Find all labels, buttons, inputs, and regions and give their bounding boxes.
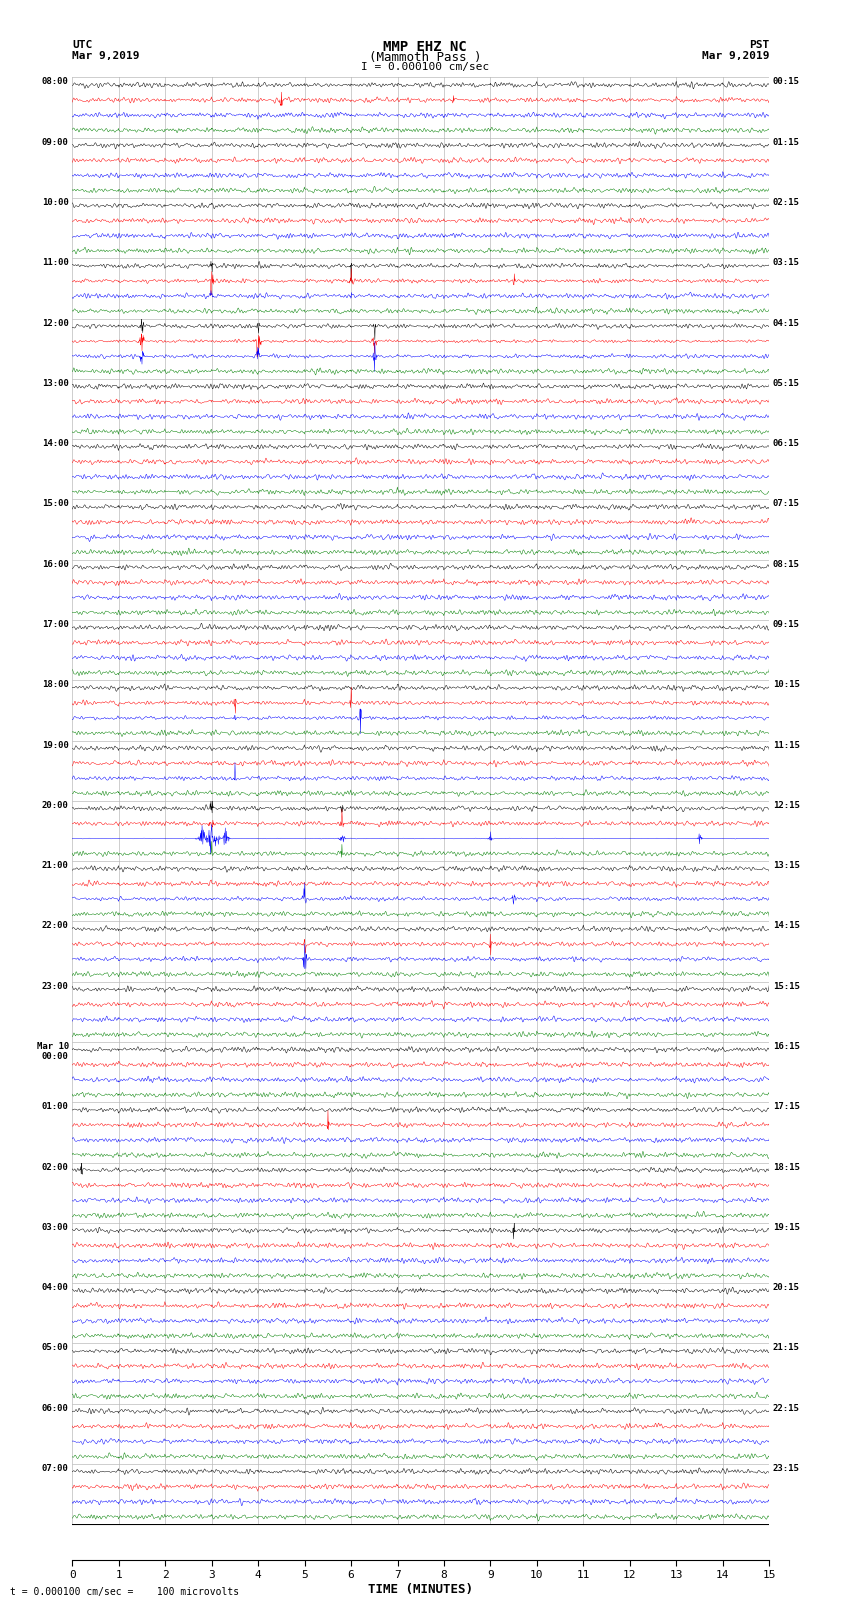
Text: 01:15: 01:15 [773,137,800,147]
Text: 14:00: 14:00 [42,439,69,448]
Text: 01:00: 01:00 [42,1102,69,1111]
Text: 15:00: 15:00 [42,500,69,508]
Text: 09:15: 09:15 [773,619,800,629]
Text: (Mammoth Pass ): (Mammoth Pass ) [369,50,481,65]
Text: 18:15: 18:15 [773,1163,800,1171]
Text: 16:00: 16:00 [42,560,69,569]
Text: 00:15: 00:15 [773,77,800,87]
X-axis label: TIME (MINUTES): TIME (MINUTES) [368,1582,473,1595]
Text: 23:15: 23:15 [773,1465,800,1473]
Text: 05:15: 05:15 [773,379,800,387]
Text: t = 0.000100 cm/sec =    100 microvolts: t = 0.000100 cm/sec = 100 microvolts [10,1587,240,1597]
Text: 22:15: 22:15 [773,1403,800,1413]
Text: 10:00: 10:00 [42,198,69,206]
Text: 19:00: 19:00 [42,740,69,750]
Text: 04:00: 04:00 [42,1284,69,1292]
Text: 10:15: 10:15 [773,681,800,689]
Text: 13:00: 13:00 [42,379,69,387]
Text: I = 0.000100 cm/sec: I = 0.000100 cm/sec [361,63,489,73]
Text: 07:00: 07:00 [42,1465,69,1473]
Text: 15:15: 15:15 [773,982,800,990]
Text: 16:15: 16:15 [773,1042,800,1052]
Text: Mar 10
00:00: Mar 10 00:00 [37,1042,69,1061]
Text: 20:15: 20:15 [773,1284,800,1292]
Text: 03:00: 03:00 [42,1223,69,1232]
Text: 05:00: 05:00 [42,1344,69,1352]
Text: 02:15: 02:15 [773,198,800,206]
Text: 17:00: 17:00 [42,619,69,629]
Text: PST: PST [749,39,769,50]
Text: 20:00: 20:00 [42,802,69,810]
Text: 12:00: 12:00 [42,319,69,327]
Text: 07:15: 07:15 [773,500,800,508]
Text: 17:15: 17:15 [773,1102,800,1111]
Text: 02:00: 02:00 [42,1163,69,1171]
Text: 12:15: 12:15 [773,802,800,810]
Text: 03:15: 03:15 [773,258,800,268]
Text: 08:00: 08:00 [42,77,69,87]
Text: 23:00: 23:00 [42,982,69,990]
Text: 11:15: 11:15 [773,740,800,750]
Text: 13:15: 13:15 [773,861,800,869]
Text: 14:15: 14:15 [773,921,800,931]
Text: 06:15: 06:15 [773,439,800,448]
Text: Mar 9,2019: Mar 9,2019 [72,50,139,61]
Text: 06:00: 06:00 [42,1403,69,1413]
Text: 21:00: 21:00 [42,861,69,869]
Text: 18:00: 18:00 [42,681,69,689]
Text: Mar 9,2019: Mar 9,2019 [702,50,769,61]
Text: UTC: UTC [72,39,93,50]
Text: 19:15: 19:15 [773,1223,800,1232]
Text: 21:15: 21:15 [773,1344,800,1352]
Text: 09:00: 09:00 [42,137,69,147]
Text: MMP EHZ NC: MMP EHZ NC [383,39,467,53]
Text: 22:00: 22:00 [42,921,69,931]
Text: 11:00: 11:00 [42,258,69,268]
Text: 08:15: 08:15 [773,560,800,569]
Text: 04:15: 04:15 [773,319,800,327]
